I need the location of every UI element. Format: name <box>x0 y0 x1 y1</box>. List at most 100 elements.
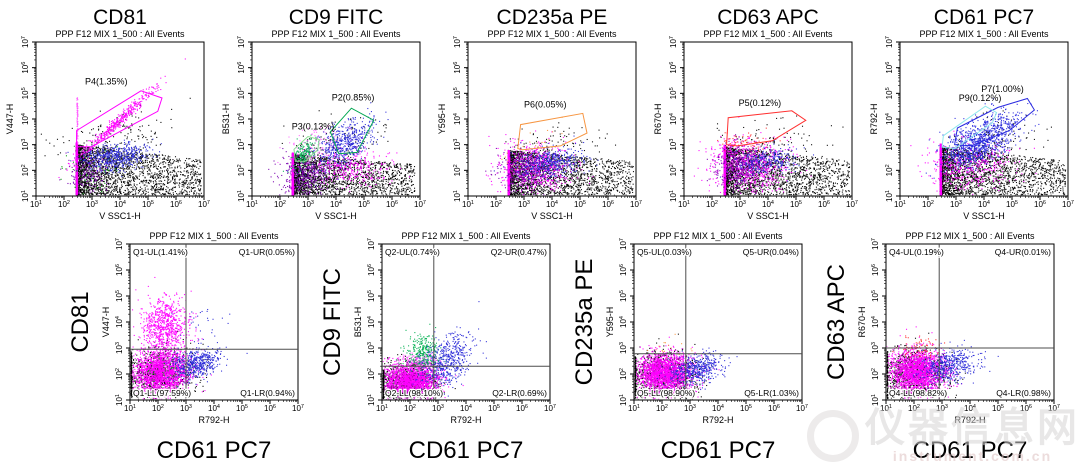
y-tick-label: 107 <box>453 36 462 48</box>
plot-border <box>35 41 205 197</box>
x-tick-label: 101 <box>376 404 388 413</box>
x-tick-label: 106 <box>818 200 830 209</box>
y-tick-label: 102 <box>367 368 376 380</box>
x-tick-label: 106 <box>516 404 528 413</box>
x-tick-label: 105 <box>790 200 802 209</box>
y-tick-label: 103 <box>367 342 376 354</box>
x-tick-label: 101 <box>880 404 892 413</box>
x-tick-label: 102 <box>274 200 286 209</box>
y-tick-label: 106 <box>367 264 376 276</box>
y-tick-label: 103 <box>115 342 124 354</box>
x-tick-label: 103 <box>936 404 948 413</box>
y-tick-label: 106 <box>453 62 462 74</box>
bottom-marker-label: CD61 PC7 <box>409 437 524 464</box>
plot-border <box>381 243 551 401</box>
x-axis-label: V SSC1-H <box>963 211 1005 221</box>
y-tick-label: 101 <box>669 190 678 202</box>
plot-title: CD9 FITC <box>289 6 384 29</box>
y-tick-label: 102 <box>21 164 30 176</box>
plot-subtitle: PPP F12 MIX 1_500 : All Events <box>402 231 531 241</box>
x-tick-label: 104 <box>460 404 472 413</box>
x-tick-label: 107 <box>198 200 210 209</box>
plot-cd61-pc7-vs-ssc: 101 101 102 102 103 103 104 104 105 105 106 106 107 1… <box>864 0 1080 228</box>
x-tick-label: 103 <box>432 404 444 413</box>
x-tick-label: 105 <box>574 200 586 209</box>
y-tick-label: 103 <box>453 139 462 151</box>
quad-label-lr: Q2-LR(0.69%) <box>492 388 547 398</box>
y-tick-label: 103 <box>21 139 30 151</box>
x-tick-label: 106 <box>386 200 398 209</box>
plot-subtitle: PPP F12 MIX 1_500 : All Events <box>56 29 185 39</box>
y-tick-label: 102 <box>453 164 462 176</box>
plot-subtitle: PPP F12 MIX 1_500 : All Events <box>272 29 401 39</box>
row-marker-label: CD9 FITC <box>319 268 346 376</box>
x-tick-label: 103 <box>180 404 192 413</box>
plot-title: CD61 PC7 <box>934 6 1034 29</box>
quad-label-ll: Q2-LL(98.10%) <box>385 388 443 398</box>
y-tick-label: 102 <box>115 368 124 380</box>
gate-label: P2(0.85%) <box>332 93 375 103</box>
y-axis-label: R670-H <box>857 306 867 337</box>
gate-P7 <box>954 97 1036 147</box>
y-tick-label: 104 <box>871 316 880 328</box>
plot-cd63-apc-vs-cd61: 101 101 102 102 103 103 104 104 105 105 106 106 107 1… <box>814 228 1064 470</box>
x-tick-label: 107 <box>292 404 304 413</box>
gate-P3 <box>293 135 320 162</box>
x-tick-label: 103 <box>86 200 98 209</box>
x-tick-label: 101 <box>628 404 640 413</box>
y-tick-label: 104 <box>885 113 894 125</box>
x-tick-label: 107 <box>796 404 808 413</box>
gate-P5 <box>726 110 807 147</box>
y-tick-label: 101 <box>367 394 376 406</box>
x-tick-label: 104 <box>114 200 126 209</box>
x-tick-label: 101 <box>246 200 258 209</box>
row-marker-label: CD63 APC <box>823 264 850 380</box>
top-row-gated-plots: 101 101 102 102 103 103 104 104 105 105 106 106 107 1… <box>0 0 1080 228</box>
y-tick-label: 101 <box>237 190 246 202</box>
plot-cd81-vs-ssc: 101 101 102 102 103 103 104 104 105 105 106 106 107 1… <box>0 0 216 228</box>
quad-label-ul: Q4-UL(0.19%) <box>889 247 944 257</box>
y-tick-label: 107 <box>619 238 628 250</box>
x-tick-label: 106 <box>1034 200 1046 209</box>
gate-label: P9(0.12%) <box>959 93 1002 103</box>
y-tick-label: 107 <box>115 238 124 250</box>
y-tick-label: 107 <box>669 36 678 48</box>
y-tick-label: 101 <box>885 190 894 202</box>
y-tick-label: 107 <box>885 36 894 48</box>
x-tick-label: 107 <box>544 404 556 413</box>
plot-title: CD81 <box>93 6 147 29</box>
y-tick-label: 105 <box>885 87 894 99</box>
x-axis-label: R792-H <box>954 415 985 425</box>
quad-label-ul: Q2-UL(0.74%) <box>385 247 440 257</box>
y-tick-label: 106 <box>115 264 124 276</box>
x-tick-label: 102 <box>706 200 718 209</box>
x-tick-label: 107 <box>846 200 858 209</box>
row-marker-label: CD235a PE <box>571 259 598 386</box>
gate-label: P3(0.13%) <box>292 121 335 131</box>
y-tick-label: 105 <box>871 290 880 302</box>
x-tick-label: 104 <box>712 404 724 413</box>
x-tick-label: 102 <box>58 200 70 209</box>
y-tick-label: 103 <box>669 139 678 151</box>
y-axis-label: V447-H <box>5 104 15 135</box>
x-tick-label: 101 <box>124 404 136 413</box>
plot-border <box>885 243 1055 401</box>
plot-cd81-vs-cd61: 101 101 102 102 103 103 104 104 105 105 106 106 107 1… <box>58 228 308 470</box>
y-tick-label: 104 <box>237 113 246 125</box>
x-tick-label: 101 <box>462 200 474 209</box>
x-tick-label: 105 <box>358 200 370 209</box>
y-tick-label: 101 <box>871 394 880 406</box>
plot-border <box>633 243 803 401</box>
row-marker-label: CD81 <box>67 291 94 352</box>
scatter-dots-cd9-fitc-vs-cd61 <box>310 228 560 470</box>
x-tick-label: 104 <box>208 404 220 413</box>
x-tick-label: 102 <box>152 404 164 413</box>
y-tick-label: 106 <box>21 62 30 74</box>
